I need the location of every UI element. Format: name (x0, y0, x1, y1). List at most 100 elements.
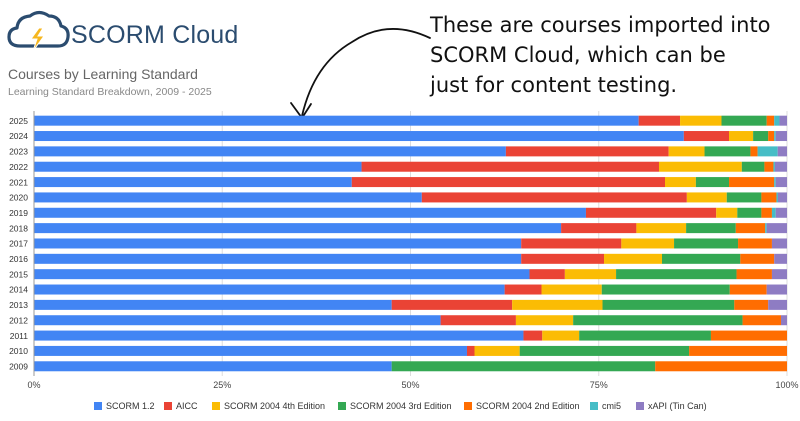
bar-segment (34, 269, 530, 280)
bar-segment (695, 177, 730, 188)
bar-segment (761, 192, 777, 203)
bar-segment (736, 269, 772, 280)
bar-segment (757, 146, 778, 157)
bar-segment (34, 238, 522, 249)
bar-segment (766, 284, 787, 295)
bar-segment (735, 223, 766, 234)
y-tick-label: 2016 (9, 254, 28, 264)
bar-segment (716, 207, 738, 218)
bar-segment (734, 299, 769, 310)
bar-segment (505, 146, 669, 157)
chart-title: Courses by Learning Standard (8, 66, 198, 82)
cloud-lightning-icon (7, 10, 70, 52)
y-tick-label: 2020 (9, 193, 28, 203)
bar-segment (34, 223, 562, 234)
bar-segment (621, 238, 675, 249)
y-tick-label: 2011 (10, 331, 29, 341)
legend-swatch (94, 402, 102, 410)
bar-segment (764, 161, 774, 172)
bar-segment (601, 284, 730, 295)
bar-segment (774, 177, 776, 188)
bar-segment (602, 299, 735, 310)
bar-segment (585, 207, 717, 218)
bar-segment (771, 269, 787, 280)
bar-segment (761, 207, 772, 218)
bar-segment (740, 253, 775, 264)
bar-segment (766, 223, 787, 234)
bar-segment (738, 238, 772, 249)
bar-segment (768, 299, 787, 310)
bar-segment (774, 115, 780, 126)
bar-segment (523, 330, 543, 341)
bar-segment (561, 223, 637, 234)
bar-segment (573, 315, 743, 326)
bar-segment (34, 299, 392, 310)
y-tick-label: 2022 (9, 162, 28, 172)
bar-segment (777, 192, 787, 203)
legend-label: SCORM 2004 3rd Edition (350, 401, 452, 411)
legend-swatch (636, 402, 644, 410)
bar-segment (768, 131, 775, 142)
bar-segment (777, 146, 787, 157)
bar-segment (521, 238, 622, 249)
y-tick-label: 2009 (9, 361, 28, 371)
bar-segment (665, 177, 696, 188)
bar-segment (773, 161, 775, 172)
bar-segment (704, 146, 751, 157)
bar-segment (741, 161, 765, 172)
x-tick-label: 100% (775, 380, 798, 390)
legend-swatch (212, 402, 220, 410)
bar-segment (34, 115, 639, 126)
bar-segment (542, 330, 580, 341)
bar-segment (674, 238, 739, 249)
bar-segment (34, 253, 522, 264)
bar-segment (680, 115, 722, 126)
bar-segment (519, 345, 690, 356)
x-tick-label: 75% (590, 380, 608, 390)
y-tick-label: 2012 (9, 315, 28, 325)
bar-segment (766, 115, 775, 126)
bar-segment (616, 269, 737, 280)
bar-segment (34, 207, 586, 218)
y-tick-label: 2023 (9, 147, 28, 157)
legend-label: cmi5 (602, 401, 621, 411)
legend-label: SCORM 2004 4th Edition (224, 401, 325, 411)
bar-segment (658, 161, 742, 172)
y-tick-label: 2019 (9, 208, 28, 218)
bar-segment (440, 315, 516, 326)
y-tick-label: 2015 (9, 269, 28, 279)
bar-segment (771, 207, 776, 218)
bar-segment (721, 115, 767, 126)
bar-segment (421, 192, 687, 203)
bar-segment (474, 345, 520, 356)
bar-segment (34, 345, 467, 356)
legend-swatch (164, 402, 172, 410)
bar-segment (729, 177, 775, 188)
bar-segment (512, 299, 603, 310)
bar-segment (737, 207, 762, 218)
bar-segment (34, 330, 524, 341)
bar-segment (34, 131, 684, 142)
bar-segment (34, 177, 352, 188)
bar-segment (515, 315, 574, 326)
bar-segment (662, 253, 741, 264)
y-tick-label: 2025 (9, 116, 28, 126)
bar-segment (780, 315, 787, 326)
bar-segment (466, 345, 475, 356)
legend-label: xAPI (Tin Can) (648, 401, 707, 411)
bar-segment (729, 284, 767, 295)
bar-segment (391, 299, 513, 310)
bar-segment (779, 115, 787, 126)
bar-segment (775, 177, 787, 188)
bar-segment (521, 253, 605, 264)
y-tick-label: 2017 (9, 239, 28, 249)
x-tick-label: 0% (27, 380, 40, 390)
y-tick-label: 2014 (9, 285, 28, 295)
logo-text: SCORM Cloud (71, 21, 239, 49)
bar-segment (765, 223, 767, 234)
legend-swatch (464, 402, 472, 410)
bar-segment (34, 361, 392, 372)
bar-segment (391, 361, 656, 372)
y-tick-label: 2024 (9, 131, 28, 141)
